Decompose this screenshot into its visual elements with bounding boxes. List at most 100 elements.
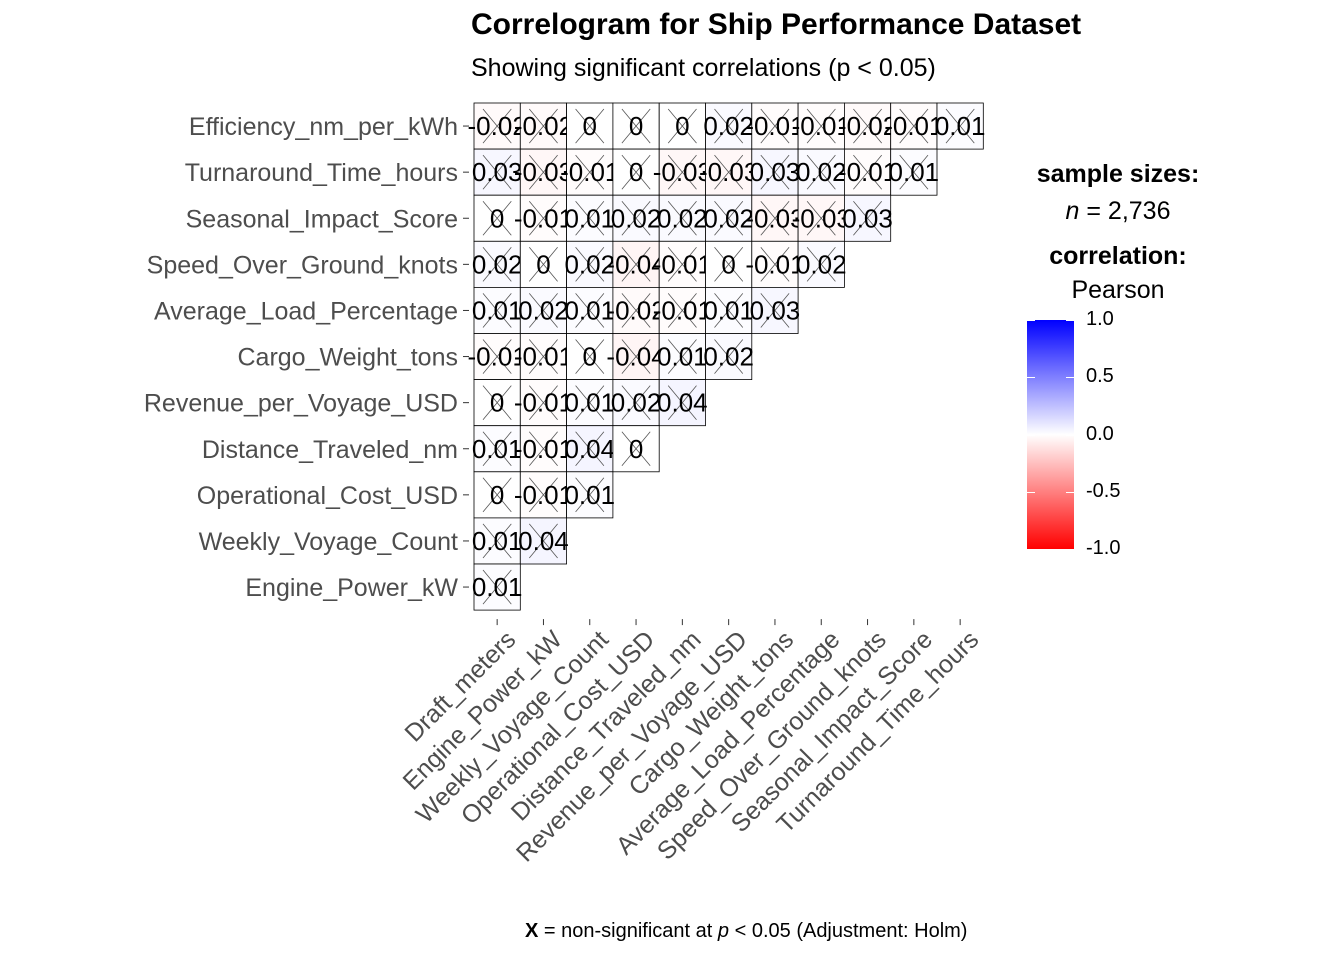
non-significant-cross <box>528 385 558 420</box>
colorbar-tick <box>1066 549 1074 550</box>
non-significant-cross <box>621 200 651 236</box>
non-significant-cross <box>667 247 697 282</box>
colorbar-label: 0.0 <box>1086 423 1114 445</box>
y-label-seasonal-impact-score: Seasonal_Impact_Score <box>186 205 458 233</box>
cell-value-label: -0.02 <box>468 111 527 141</box>
cell-value-label: -0.01 <box>745 249 804 279</box>
cell-value-label: 0.01 <box>472 572 523 602</box>
cell-value-label: -0.01 <box>468 342 527 372</box>
cell-value-label: -0.01 <box>745 111 804 141</box>
colorbar-tick <box>1027 377 1035 378</box>
cell-value-label: 0 <box>490 388 504 418</box>
non-significant-cross <box>575 154 605 190</box>
cell-value-label: -0.01 <box>884 111 943 141</box>
non-significant-cross <box>482 108 512 144</box>
non-significant-cross <box>621 154 651 190</box>
caption-x-mark: X <box>525 920 539 942</box>
cell-value-label: -0.02 <box>514 111 573 141</box>
y-label-engine-power-kw: Engine_Power_kW <box>245 574 458 602</box>
colorbar-tick <box>1027 435 1035 436</box>
y-label-distance-traveled-nm: Distance_Traveled_nm <box>202 436 458 464</box>
non-significant-cross <box>806 247 836 282</box>
heatmap-cells: -0.02-0.02 0 0 0 0.02-0.01-0.01-0.02-0.010.0… <box>468 102 985 611</box>
non-significant-cross <box>667 339 697 374</box>
non-significant-cross <box>528 523 558 559</box>
cell-value-label: 0.02 <box>703 342 754 372</box>
non-significant-cross <box>714 339 744 374</box>
non-significant-cross <box>667 385 697 420</box>
non-significant-cross <box>528 477 558 513</box>
cell-value-label: -0.01 <box>653 295 712 325</box>
cell-value-label: -0.01 <box>514 342 573 372</box>
non-significant-cross <box>528 339 558 374</box>
y-label-speed-over-ground-knots: Speed_Over_Ground_knots <box>147 251 458 279</box>
non-significant-cross <box>621 108 651 144</box>
cell-value-label: -0.01 <box>838 157 897 187</box>
non-significant-cross <box>528 431 558 467</box>
non-significant-cross <box>760 293 790 328</box>
cell-value-label: 0.02 <box>564 249 615 279</box>
cell-value-label: 0.01 <box>889 157 940 187</box>
colorbar-label: -1.0 <box>1086 537 1121 559</box>
non-significant-cross <box>575 477 605 513</box>
non-significant-cross <box>482 523 512 559</box>
non-significant-cross <box>528 108 558 144</box>
non-significant-cross <box>575 293 605 328</box>
cell-value-label: 0.01 <box>472 295 523 325</box>
cell-value-label: 0 <box>490 480 504 510</box>
colorbar <box>1027 320 1074 549</box>
non-significant-cross <box>853 108 883 144</box>
non-significant-cross <box>899 154 929 190</box>
legend-sample-title: sample sizes: <box>1036 160 1200 188</box>
non-significant-cross <box>667 108 697 144</box>
non-significant-cross <box>575 385 605 420</box>
non-significant-cross <box>760 200 790 236</box>
non-significant-cross <box>575 339 605 374</box>
cell-value-label: -0.02 <box>606 295 665 325</box>
cell-value-label: 0.01 <box>564 480 615 510</box>
cell-value-label: 0.03 <box>750 295 801 325</box>
cell-value-label: 0.03 <box>472 157 523 187</box>
non-significant-cross <box>482 293 512 328</box>
x-axis-labels: Draft_metersEngine_Power_kWWeekly_Voyage… <box>398 619 984 867</box>
cell-value-label: 0.01 <box>564 295 615 325</box>
cell-value-label: 0.02 <box>703 203 754 233</box>
cell-value-label: 0 <box>583 342 597 372</box>
cell-value-label: -0.03 <box>653 157 712 187</box>
non-significant-cross <box>575 247 605 282</box>
legend-n-symbol: n <box>1065 197 1080 225</box>
legend-sample-size: n = 2,736 <box>1023 197 1213 226</box>
non-significant-cross <box>575 108 605 144</box>
cell-value-label: -0.01 <box>514 480 573 510</box>
cell-value-label: 0.02 <box>611 388 662 418</box>
colorbar-label: 1.0 <box>1086 308 1114 330</box>
cell-value-label: 0 <box>536 249 550 279</box>
cell-value-label: 0.03 <box>750 157 801 187</box>
non-significant-cross <box>528 154 558 190</box>
cell-value-label: 0 <box>629 434 643 464</box>
cell-value-label: -0.03 <box>699 157 758 187</box>
cell-value-label: 0 <box>629 111 643 141</box>
chart-subtitle: Showing significant correlations (p < 0.… <box>471 54 936 82</box>
non-significant-cross <box>714 293 744 328</box>
y-label-operational-cost-usd: Operational_Cost_USD <box>197 482 458 510</box>
y-axis-labels: Efficiency_nm_per_kWh Turnaround_Time_hou… <box>144 113 469 602</box>
cell-value-label: 0.01 <box>564 203 615 233</box>
non-significant-cross <box>760 154 790 190</box>
cell-value-label: -0.01 <box>514 203 573 233</box>
non-significant-cross <box>806 108 836 144</box>
non-significant-cross <box>621 247 651 282</box>
chart-title: Correlogram for Ship Performance Dataset <box>471 8 1082 41</box>
cell-value-label: 0.03 <box>842 203 893 233</box>
non-significant-cross <box>482 247 512 282</box>
y-label-weekly-voyage-count: Weekly_Voyage_Count <box>199 528 458 556</box>
cell-value-label: 0.01 <box>564 388 615 418</box>
non-significant-cross <box>667 293 697 328</box>
non-significant-cross <box>482 339 512 374</box>
cell-value-label: 0.01 <box>472 526 523 556</box>
cell-value-label: -0.04 <box>606 342 665 372</box>
non-significant-cross <box>528 247 558 282</box>
cell-value-label: 0.02 <box>472 249 523 279</box>
y-label-average-load-percentage: Average_Load_Percentage <box>154 297 458 325</box>
